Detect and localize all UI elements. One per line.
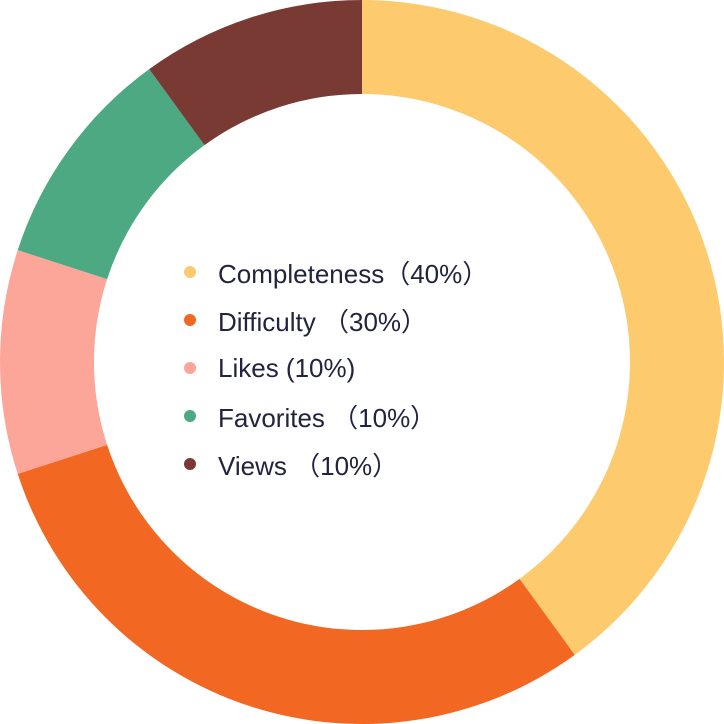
legend-marker-difficulty <box>184 314 196 326</box>
legend-marker-views <box>184 458 196 470</box>
legend-label-likes: Likes (10%) <box>218 352 356 383</box>
slice-likes <box>0 250 108 474</box>
legend-item-completeness: Completeness（40%） <box>184 248 488 296</box>
legend-item-views: Views （10%） <box>184 440 488 488</box>
legend-label-favorites: Favorites （10%） <box>218 402 437 433</box>
legend-item-likes: Likes (10%) <box>184 344 488 392</box>
legend-marker-completeness <box>184 266 196 278</box>
slice-views <box>149 0 362 146</box>
slice-difficulty <box>17 444 575 724</box>
legend-marker-likes <box>184 362 196 374</box>
legend-label-views: Views （10%） <box>218 450 399 481</box>
legend-marker-favorites <box>184 410 196 422</box>
legend-label-completeness: Completeness（40%） <box>218 258 489 289</box>
legend-label-difficulty: Difficulty （30%） <box>218 306 428 337</box>
slice-favorites <box>17 69 205 280</box>
legend-item-favorites: Favorites （10%） <box>184 392 488 440</box>
chart-legend: Completeness（40%） Difficulty （30%） Likes… <box>184 248 488 488</box>
legend-item-difficulty: Difficulty （30%） <box>184 296 488 344</box>
slice-completeness <box>362 0 724 655</box>
